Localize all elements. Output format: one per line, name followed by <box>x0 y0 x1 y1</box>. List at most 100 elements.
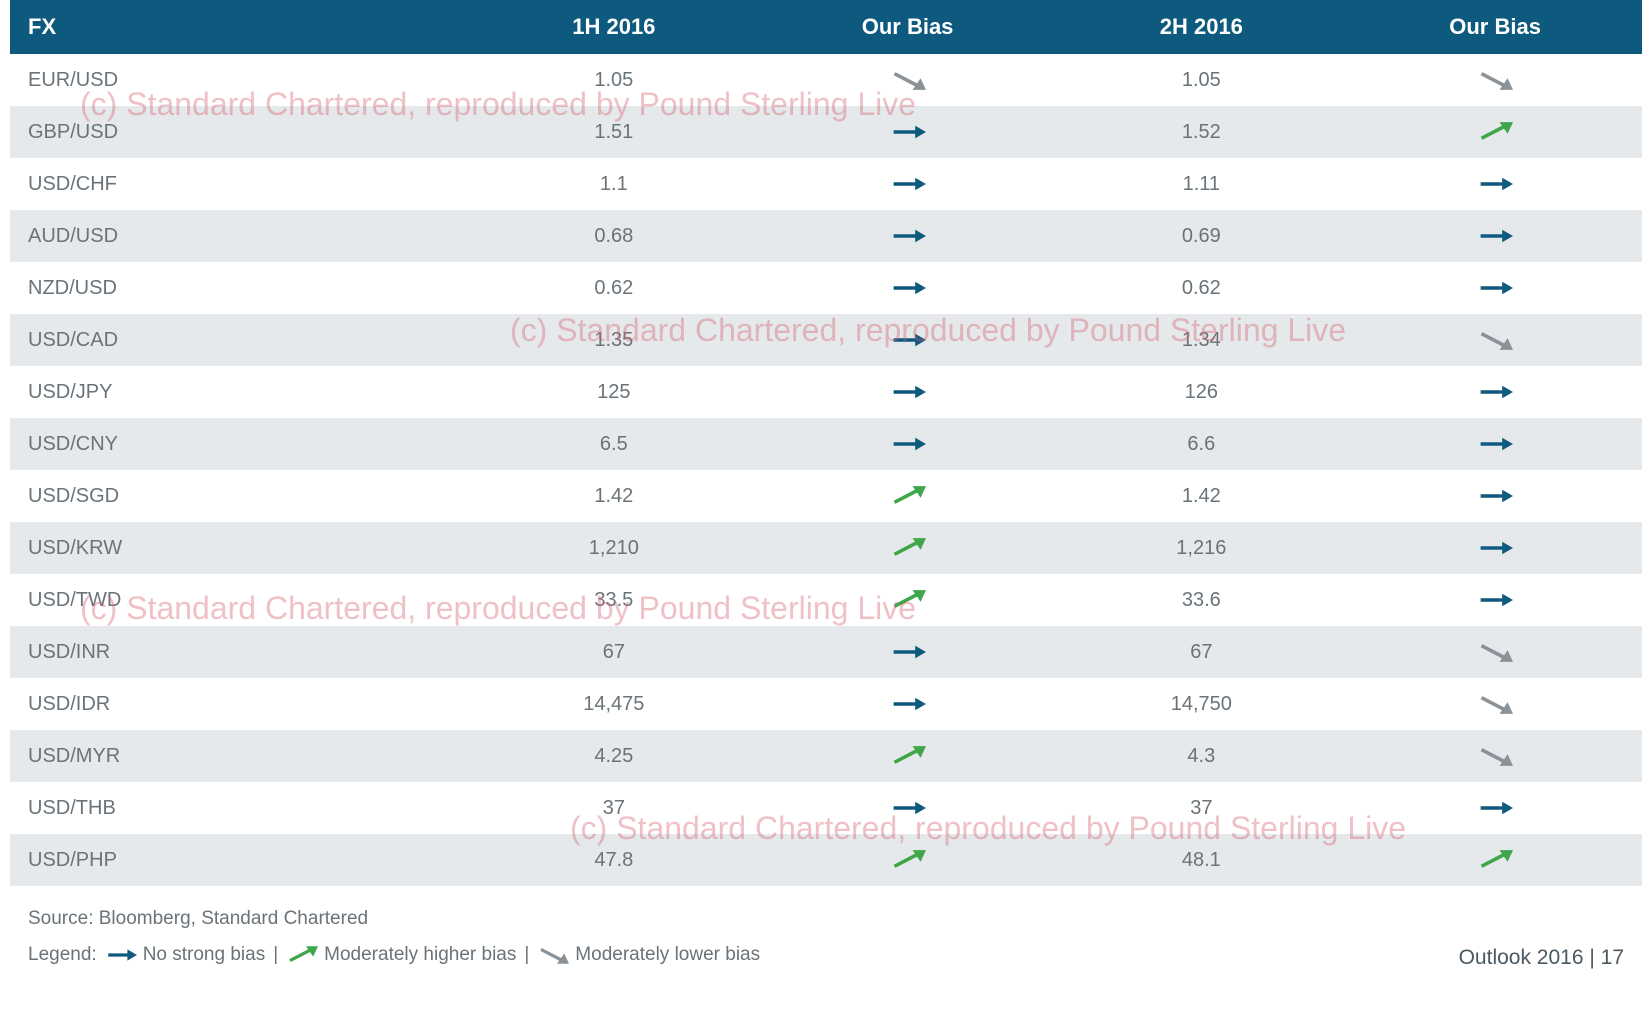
arrow-flat-icon <box>890 693 926 715</box>
bias-1h-cell <box>761 574 1055 626</box>
page-number-label: Outlook 2016 | 17 <box>1459 946 1624 970</box>
value-2h2016: 1.05 <box>1054 54 1348 106</box>
legend-item-up: Moderately higher bias <box>286 944 516 966</box>
arrow-flat-icon <box>1477 381 1513 403</box>
table-row: AUD/USD0.680.69 <box>10 210 1642 262</box>
table-row: USD/IDR14,47514,750 <box>10 678 1642 730</box>
arrow-down-icon <box>1477 641 1513 663</box>
value-2h2016: 126 <box>1054 366 1348 418</box>
arrow-flat-icon <box>890 173 926 195</box>
header-2h2016: 2H 2016 <box>1054 0 1348 54</box>
value-1h2016: 67 <box>467 626 761 678</box>
bias-2h-cell <box>1348 418 1642 470</box>
arrow-flat-icon <box>890 329 926 351</box>
fx-pair: USD/KRW <box>10 522 467 574</box>
table-row: USD/SGD1.421.42 <box>10 470 1642 522</box>
bias-1h-cell <box>761 730 1055 782</box>
arrow-down-icon <box>537 944 569 966</box>
bias-2h-cell <box>1348 366 1642 418</box>
arrow-down-icon <box>1477 693 1513 715</box>
table-row: USD/CAD1.351.34 <box>10 314 1642 366</box>
arrow-down-icon <box>1477 69 1513 91</box>
value-2h2016: 33.6 <box>1054 574 1348 626</box>
fx-pair: USD/PHP <box>10 834 467 886</box>
arrow-flat-icon <box>1477 589 1513 611</box>
arrow-flat-icon <box>1477 277 1513 299</box>
bias-2h-cell <box>1348 314 1642 366</box>
value-1h2016: 6.5 <box>467 418 761 470</box>
arrow-up-icon <box>286 944 318 966</box>
bias-1h-cell <box>761 782 1055 834</box>
bias-2h-cell <box>1348 470 1642 522</box>
arrow-up-icon <box>1477 849 1513 871</box>
legend-row: Legend: No strong bias | Moderately high… <box>28 944 1624 966</box>
bias-2h-cell <box>1348 158 1642 210</box>
value-1h2016: 0.62 <box>467 262 761 314</box>
value-2h2016: 1.11 <box>1054 158 1348 210</box>
arrow-flat-icon <box>105 944 137 966</box>
header-fx: FX <box>10 0 467 54</box>
value-2h2016: 6.6 <box>1054 418 1348 470</box>
bias-2h-cell <box>1348 262 1642 314</box>
table-row: USD/INR6767 <box>10 626 1642 678</box>
bias-1h-cell <box>761 626 1055 678</box>
fx-pair: USD/TWD <box>10 574 467 626</box>
value-1h2016: 1,210 <box>467 522 761 574</box>
value-1h2016: 14,475 <box>467 678 761 730</box>
bias-1h-cell <box>761 418 1055 470</box>
arrow-down-icon <box>890 69 926 91</box>
value-2h2016: 1.52 <box>1054 106 1348 158</box>
bias-1h-cell <box>761 54 1055 106</box>
table-row: USD/CHF1.11.11 <box>10 158 1642 210</box>
value-1h2016: 1.1 <box>467 158 761 210</box>
value-2h2016: 4.3 <box>1054 730 1348 782</box>
arrow-flat-icon <box>1477 173 1513 195</box>
value-1h2016: 1.35 <box>467 314 761 366</box>
arrow-flat-icon <box>890 277 926 299</box>
legend-separator: | <box>273 944 278 966</box>
value-2h2016: 0.69 <box>1054 210 1348 262</box>
arrow-flat-icon <box>1477 225 1513 247</box>
header-bias-2: Our Bias <box>1348 0 1642 54</box>
value-1h2016: 125 <box>467 366 761 418</box>
value-1h2016: 1.05 <box>467 54 761 106</box>
table-row: USD/PHP47.848.1 <box>10 834 1642 886</box>
fx-pair: USD/THB <box>10 782 467 834</box>
bias-2h-cell <box>1348 54 1642 106</box>
fx-pair: NZD/USD <box>10 262 467 314</box>
arrow-flat-icon <box>890 797 926 819</box>
arrow-flat-icon <box>890 121 926 143</box>
arrow-up-icon <box>1477 121 1513 143</box>
bias-2h-cell <box>1348 834 1642 886</box>
legend-item-down: Moderately lower bias <box>537 944 760 966</box>
bias-2h-cell <box>1348 210 1642 262</box>
value-2h2016: 1,216 <box>1054 522 1348 574</box>
arrow-flat-icon <box>890 433 926 455</box>
arrow-flat-icon <box>890 641 926 663</box>
arrow-up-icon <box>890 485 926 507</box>
arrow-up-icon <box>890 589 926 611</box>
value-1h2016: 37 <box>467 782 761 834</box>
fx-pair: USD/IDR <box>10 678 467 730</box>
table-row: EUR/USD1.051.05 <box>10 54 1642 106</box>
value-1h2016: 47.8 <box>467 834 761 886</box>
bias-1h-cell <box>761 834 1055 886</box>
table-row: USD/THB3737 <box>10 782 1642 834</box>
value-1h2016: 0.68 <box>467 210 761 262</box>
bias-2h-cell <box>1348 782 1642 834</box>
bias-1h-cell <box>761 470 1055 522</box>
arrow-flat-icon <box>1477 433 1513 455</box>
value-2h2016: 1.34 <box>1054 314 1348 366</box>
table-row: USD/KRW1,210 1,216 <box>10 522 1642 574</box>
bias-2h-cell <box>1348 678 1642 730</box>
legend-item-flat: No strong bias <box>105 944 266 966</box>
table-footer: Source: Bloomberg, Standard Chartered Le… <box>10 886 1642 976</box>
bias-1h-cell <box>761 366 1055 418</box>
value-1h2016: 33.5 <box>467 574 761 626</box>
table-row: NZD/USD0.620.62 <box>10 262 1642 314</box>
arrow-up-icon <box>890 849 926 871</box>
arrow-flat-icon <box>890 381 926 403</box>
value-2h2016: 0.62 <box>1054 262 1348 314</box>
fx-pair: USD/INR <box>10 626 467 678</box>
arrow-flat-icon <box>1477 537 1513 559</box>
